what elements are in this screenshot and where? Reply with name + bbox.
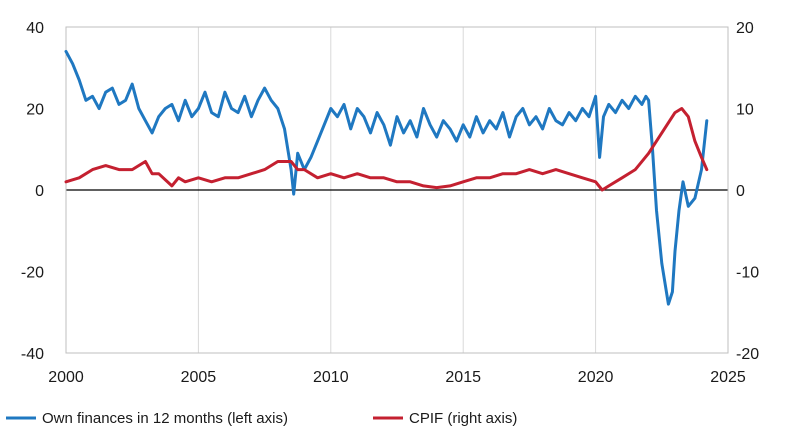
legend-label-cpif: CPIF (right axis) xyxy=(409,410,517,427)
x-axis-ticks: 2000 2005 2010 2015 2020 2025 xyxy=(48,369,746,386)
series-layer xyxy=(64,49,709,306)
legend-label-own-finances: Own finances in 12 months (left axis) xyxy=(42,410,288,427)
right-tick-label: -10 xyxy=(736,265,759,282)
legend: Own finances in 12 months (left axis) CPI… xyxy=(6,410,517,427)
x-tick-label: 2005 xyxy=(181,369,217,386)
left-tick-label: -40 xyxy=(21,346,44,363)
left-tick-label: 0 xyxy=(35,183,44,200)
left-tick-label: 20 xyxy=(26,102,44,119)
right-tick-label: -20 xyxy=(736,346,759,363)
right-tick-label: 20 xyxy=(736,20,754,37)
x-tick-label: 2000 xyxy=(48,369,84,386)
series-line-cpif xyxy=(64,107,709,192)
x-tick-label: 2015 xyxy=(445,369,481,386)
left-tick-label: 40 xyxy=(26,20,44,37)
right-tick-label: 10 xyxy=(736,102,754,119)
series-line-own-finances xyxy=(64,49,709,306)
plot-area-frame xyxy=(65,26,729,354)
x-tick-label: 2025 xyxy=(710,369,746,386)
x-tick-label: 2020 xyxy=(578,369,614,386)
right-axis-ticks: -20 -10 0 10 20 xyxy=(736,20,759,363)
left-axis-ticks: -40 -20 0 20 40 xyxy=(21,20,44,363)
right-tick-label: 0 xyxy=(736,183,745,200)
x-tick-label: 2010 xyxy=(313,369,349,386)
left-tick-label: -20 xyxy=(21,265,44,282)
